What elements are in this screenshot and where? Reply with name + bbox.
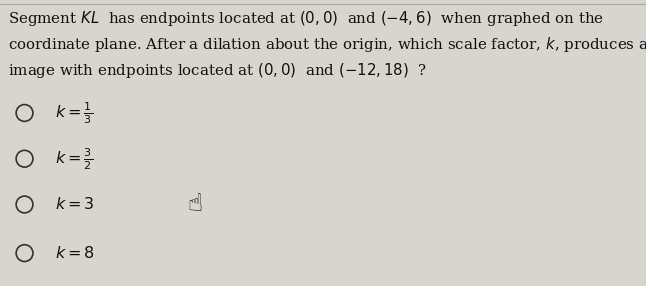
Text: ☝: ☝ [187,192,203,217]
Text: $k = \frac{1}{3}$: $k = \frac{1}{3}$ [55,100,93,126]
Text: $k = 8$: $k = 8$ [55,245,95,262]
Text: $k = \frac{3}{2}$: $k = \frac{3}{2}$ [55,146,93,172]
Text: Segment $KL$  has endpoints located at $(0, 0)$  and $(-4, 6)$  when graphed on : Segment $KL$ has endpoints located at $(… [8,9,646,80]
Text: $k = 3$: $k = 3$ [55,196,94,213]
